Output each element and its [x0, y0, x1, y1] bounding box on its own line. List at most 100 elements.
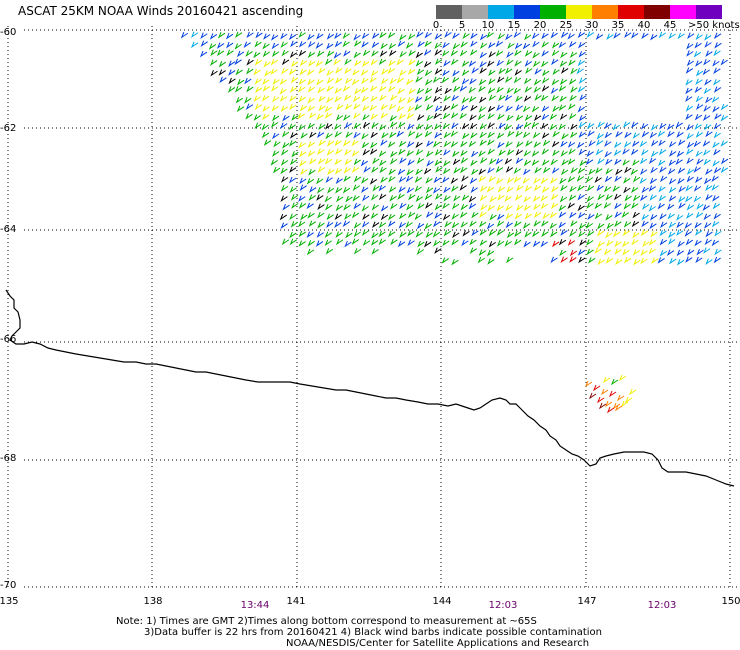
wind-barb — [486, 249, 495, 257]
wind-barb — [514, 60, 522, 67]
wind-barb — [479, 185, 488, 193]
wind-barb — [632, 176, 641, 183]
wind-barb — [352, 195, 360, 202]
wind-barb — [569, 230, 577, 237]
wind-barb — [335, 177, 343, 185]
wind-barb — [451, 213, 459, 220]
wind-barb — [668, 159, 676, 167]
wind-barb — [298, 230, 306, 238]
wind-barb — [605, 214, 613, 221]
wind-barb — [434, 203, 443, 211]
wind-barb — [541, 186, 550, 194]
wind-barb — [577, 184, 585, 192]
wind-barb — [576, 175, 585, 182]
wind-barb — [234, 43, 242, 50]
wind-barb — [407, 68, 416, 75]
wind-barb — [299, 160, 307, 167]
wind-barb — [450, 49, 458, 57]
wind-barb — [362, 121, 371, 129]
lat-label: -70 — [0, 580, 17, 591]
wind-barb — [308, 220, 317, 228]
wind-barb — [524, 86, 532, 93]
wind-barb — [461, 97, 469, 104]
wind-barb — [471, 67, 479, 74]
wind-barb — [415, 60, 423, 67]
wind-barb — [604, 131, 612, 139]
wind-barb — [316, 33, 324, 40]
wind-barb — [702, 204, 710, 211]
wind-barb — [309, 131, 317, 139]
wind-barb — [614, 211, 622, 219]
wind-barb — [532, 230, 540, 238]
wind-barb — [693, 185, 702, 192]
wind-barb — [496, 229, 505, 237]
wind-barb — [344, 103, 353, 111]
scale-swatch — [566, 5, 592, 19]
wind-barb — [291, 202, 299, 209]
wind-barb — [533, 86, 541, 94]
wind-barb — [650, 140, 659, 147]
wind-barb — [234, 31, 243, 38]
wind-barb — [567, 158, 576, 166]
wind-barb — [407, 106, 415, 113]
wind-barb — [379, 94, 387, 102]
wind-barb — [567, 202, 575, 209]
wind-barb — [685, 239, 694, 246]
wind-barb — [568, 113, 577, 120]
wind-barb — [190, 31, 199, 39]
scale-label: 20 — [533, 20, 547, 31]
wind-barb — [720, 140, 728, 147]
wind-barb — [461, 239, 469, 247]
wind-barb — [380, 112, 388, 120]
lat-label: -64 — [0, 224, 17, 235]
wind-barb — [540, 240, 548, 248]
wind-barb — [442, 105, 451, 112]
wind-barb — [261, 123, 269, 131]
wind-barb — [677, 240, 685, 248]
wind-barb — [461, 123, 470, 130]
scale-swatch — [592, 5, 618, 19]
wind-barb — [353, 40, 362, 47]
wind-barb — [585, 222, 594, 229]
wind-barb — [669, 257, 677, 265]
wind-barb — [424, 40, 432, 48]
wind-barb — [326, 213, 334, 221]
wind-barb — [659, 250, 668, 257]
wind-barb — [604, 176, 612, 183]
wind-barb — [486, 60, 495, 68]
wind-barb — [378, 230, 386, 238]
wind-barb — [605, 257, 614, 264]
wind-barb — [578, 115, 587, 122]
wind-barb — [711, 239, 719, 247]
wind-barb — [640, 257, 648, 265]
wind-barb — [254, 78, 262, 85]
wind-barb — [495, 178, 504, 185]
wind-barb — [558, 221, 566, 229]
wind-barb — [389, 78, 397, 85]
wind-barb — [370, 113, 378, 121]
wind-barb — [516, 204, 524, 212]
wind-barb — [315, 42, 323, 50]
wind-barb — [316, 50, 325, 58]
wind-barb — [468, 140, 476, 148]
wind-barb — [261, 131, 270, 139]
wind-barb — [254, 59, 263, 66]
wind-barb — [424, 95, 432, 102]
wind-barb — [378, 184, 386, 192]
wind-barb — [513, 239, 522, 246]
wind-barb — [326, 50, 335, 58]
wind-barb — [318, 104, 326, 112]
wind-barb — [262, 105, 270, 113]
scale-swatch — [514, 5, 540, 19]
wind-barb — [387, 67, 395, 75]
wind-barb — [434, 159, 442, 167]
wind-barb — [317, 212, 325, 219]
wind-barb — [407, 130, 416, 138]
wind-barb — [498, 149, 506, 157]
wind-barb — [334, 158, 342, 166]
wind-barb — [577, 31, 585, 39]
wind-barb — [534, 167, 542, 174]
wind-barb — [695, 96, 703, 103]
wind-barb — [318, 67, 326, 75]
wind-barb — [488, 229, 496, 237]
